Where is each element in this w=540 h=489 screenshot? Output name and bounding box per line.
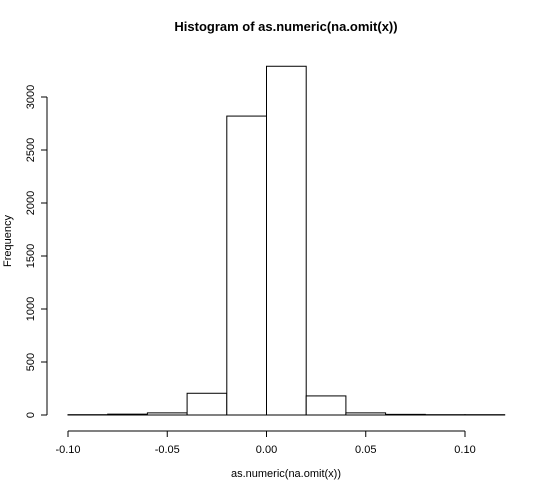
y-tick-label: 1500 bbox=[25, 244, 37, 268]
x-axis: -0.10 -0.05 0.00 0.05 0.10 bbox=[55, 430, 476, 456]
histogram-bar-1 bbox=[107, 413, 148, 416]
y-tick-label: 2500 bbox=[25, 138, 37, 162]
y-axis: 0 500 1000 1500 2000 2500 3000 bbox=[25, 85, 48, 418]
histogram-bar-4 bbox=[226, 115, 268, 416]
x-tick-label: -0.05 bbox=[155, 444, 180, 456]
chart-title: Histogram of as.numeric(na.omit(x)) bbox=[174, 19, 397, 34]
histogram-bars bbox=[67, 65, 506, 416]
histogram-bar-8 bbox=[385, 413, 426, 416]
y-tick-label: 2000 bbox=[25, 191, 37, 215]
histogram-bar-5 bbox=[266, 65, 307, 416]
y-tick-label: 500 bbox=[25, 353, 37, 371]
x-tick-label: 0.00 bbox=[256, 444, 277, 456]
y-axis-label: Frequency bbox=[2, 215, 14, 267]
histogram-bar-7 bbox=[345, 412, 387, 416]
x-tick-label: 0.10 bbox=[454, 444, 475, 456]
histogram-bar-3 bbox=[186, 392, 228, 416]
x-tick-label: -0.10 bbox=[55, 444, 80, 456]
histogram-bar-2 bbox=[146, 412, 188, 416]
x-tick-label: 0.05 bbox=[355, 444, 376, 456]
histogram-bar-6 bbox=[305, 395, 347, 416]
y-tick-label: 3000 bbox=[25, 85, 37, 109]
x-axis-label: as.numeric(na.omit(x)) bbox=[231, 468, 341, 480]
y-tick-label: 1000 bbox=[25, 297, 37, 321]
y-tick-label: 0 bbox=[25, 412, 37, 418]
